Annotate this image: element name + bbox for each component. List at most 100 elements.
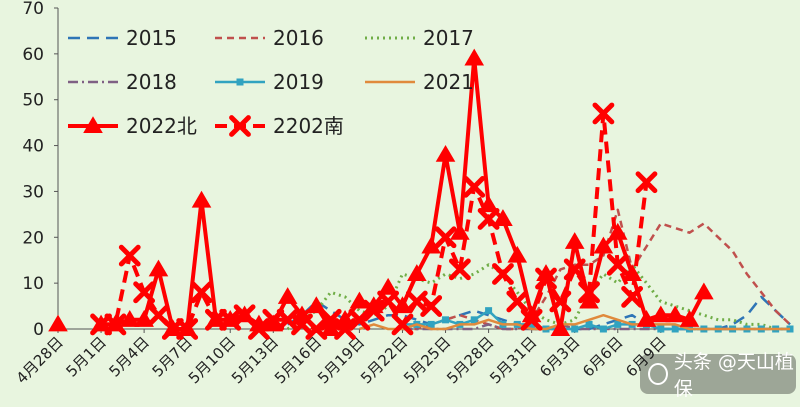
series-point-2022北: [550, 319, 571, 336]
series-point-2022北: [407, 264, 427, 281]
x-tick-label: 5月19日: [314, 333, 368, 387]
watermark: 头条 @天山植保: [640, 351, 796, 400]
series-point-2022北: [464, 48, 485, 66]
series-point-2202南: [463, 175, 486, 198]
series-point-2202南: [635, 171, 658, 194]
watermark-text: 头条 @天山植保: [673, 351, 794, 400]
series-line-2022北: [101, 56, 706, 331]
series-point-2019: [571, 325, 579, 333]
y-tick-label: 40: [22, 137, 44, 157]
series-line-2016: [402, 208, 791, 331]
legend-marker: [83, 116, 103, 133]
series-point-2022北: [277, 287, 298, 304]
series-point-2202南: [506, 290, 529, 313]
legend-label: 2015: [126, 26, 177, 50]
series-point-2202南: [104, 313, 127, 336]
series-point-2019: [528, 320, 536, 328]
series-point-2202南: [305, 318, 328, 340]
series-point-2202南: [549, 290, 572, 313]
series-point-2202南: [362, 299, 385, 322]
legend-label: 2202南: [273, 114, 344, 138]
series-point-2202南: [578, 281, 600, 304]
series-point-2022北: [593, 236, 614, 254]
series-point-2202南: [348, 308, 371, 331]
series-point-2022北: [622, 264, 642, 281]
legend-label: 2021: [423, 70, 474, 94]
x-tick-label: 5月13日: [228, 333, 282, 387]
series-point-2202南: [434, 226, 457, 249]
x-tick-label: 5月16日: [271, 333, 325, 387]
series-point-2019: [657, 325, 665, 333]
x-tick-label: 5月31日: [486, 333, 540, 387]
series-point-2022北: [119, 310, 140, 327]
x-tick-label: 5月1日: [62, 333, 109, 380]
series-point-2202南: [477, 208, 500, 230]
legend-label: 2018: [126, 70, 177, 94]
series-point-2019: [614, 320, 622, 328]
series-point-2022北: [421, 236, 441, 254]
series-point-2022北: [607, 222, 628, 240]
y-tick-label: 0: [33, 320, 44, 340]
series-point-2019: [442, 316, 450, 324]
series-point-2022北: [306, 296, 327, 314]
series-point-2202南: [520, 308, 543, 331]
series-point-2202南: [377, 290, 400, 313]
series-point-2019: [470, 316, 478, 324]
series-point-2202南: [492, 263, 514, 285]
series-point-2022北: [48, 314, 68, 332]
y-tick-label: 60: [22, 45, 44, 65]
series-point-2202南: [606, 253, 629, 276]
series-point-2202南: [391, 313, 414, 336]
series-point-2202南: [621, 286, 644, 308]
series-point-2202南: [448, 258, 471, 281]
series-line-2021: [359, 313, 790, 331]
series-point-2019: [671, 325, 679, 333]
y-tick-label: 10: [22, 274, 44, 294]
y-tick-label: 30: [22, 182, 44, 202]
series-point-2022北: [191, 190, 212, 208]
series-point-2202南: [535, 267, 557, 290]
y-tick-label: 70: [22, 0, 44, 19]
series-point-2022北: [435, 144, 456, 162]
legend-label: 2016: [273, 26, 324, 50]
series-point-2022北: [320, 319, 341, 336]
series-point-2022北: [493, 209, 513, 226]
x-tick-label: 6月3日: [536, 333, 583, 380]
series-point-2202南: [563, 258, 586, 281]
series-point-2022北: [507, 245, 528, 263]
x-tick-label: 5月25日: [400, 333, 454, 387]
legend-marker: [236, 78, 244, 86]
series-point-2202南: [592, 102, 615, 125]
series-point-2022北: [148, 259, 169, 277]
series-point-2022北: [694, 282, 714, 300]
x-tick-label: 5月4日: [106, 333, 153, 380]
x-tick-label: 5月28日: [443, 333, 497, 387]
series-point-2022北: [450, 222, 470, 240]
series-point-2202南: [190, 281, 213, 304]
series-point-2202南: [176, 318, 199, 340]
legend-label: 2017: [423, 26, 474, 50]
series-point-2022北: [378, 277, 398, 295]
x-tick-label: 6月6日: [579, 333, 626, 380]
series-point-2022北: [579, 291, 599, 309]
x-tick-label: 5月22日: [357, 333, 411, 387]
series-point-2202南: [118, 244, 141, 267]
series-point-2022北: [651, 305, 671, 323]
series-point-2019: [485, 307, 493, 315]
x-tick-label: 5月10日: [185, 333, 239, 387]
series-point-2202南: [133, 281, 156, 304]
series-point-2202南: [334, 318, 356, 340]
toutiao-logo-icon: [648, 363, 668, 385]
series-point-2022北: [679, 310, 700, 327]
series-point-2202南: [319, 308, 342, 331]
series-point-2202南: [420, 295, 443, 317]
legend-label: 2019: [273, 70, 324, 94]
legend-marker: [229, 115, 251, 137]
series-point-2019: [427, 320, 435, 328]
series-point-2019: [585, 320, 593, 328]
x-tick-label: 4月28日: [13, 333, 67, 387]
series-line-2017: [286, 263, 790, 331]
y-tick-label: 50: [22, 91, 44, 111]
